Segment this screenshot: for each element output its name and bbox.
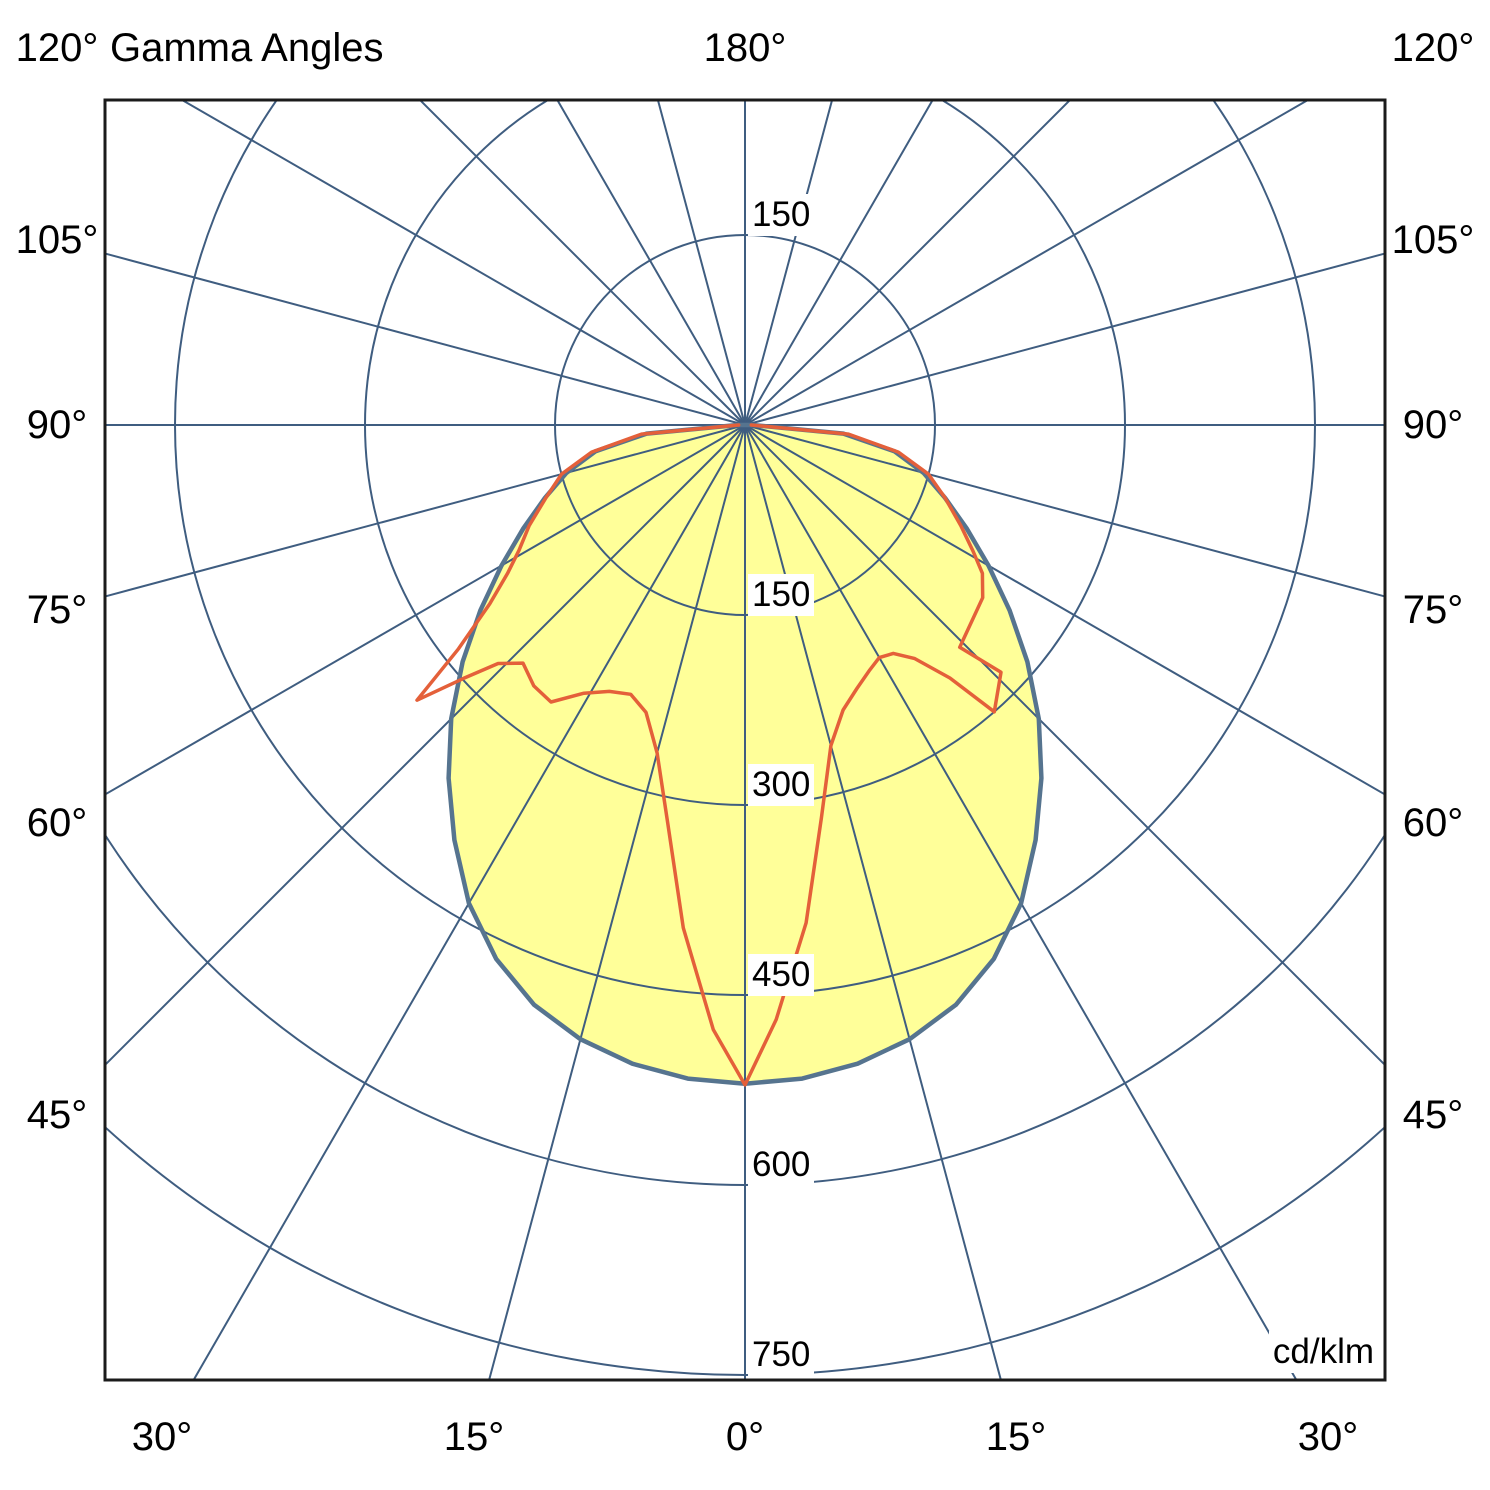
angle-label-left-90: 90°: [26, 402, 88, 447]
angle-label-right-105: 105°: [1391, 217, 1475, 262]
gamma-ray: [744, 252, 1385, 426]
gamma-ray: [744, 100, 834, 426]
angle-label-bottom-0: 0°: [725, 1414, 765, 1459]
c90-c270-curve: [415, 423, 1003, 1087]
angle-label-right-60: 60°: [1402, 800, 1464, 845]
angle-label-top-left-120: 120°: [15, 25, 99, 70]
angle-label-left-45: 45°: [26, 1092, 88, 1137]
gamma-ray: [180, 100, 746, 426]
radial-tick-label-450: 450: [748, 954, 815, 996]
gamma-ray: [744, 100, 1310, 426]
gamma-ray: [744, 424, 1385, 796]
gamma-ray: [418, 100, 746, 426]
angle-label-bottom-15-right: 15°: [985, 1414, 1047, 1459]
angle-label-bottom-30-right: 30°: [1297, 1414, 1359, 1459]
gamma-ray: [744, 100, 934, 426]
gamma-ray: [192, 424, 746, 1380]
gamma-ray: [556, 100, 746, 426]
gamma-ray: [105, 424, 746, 598]
angle-label-top-right-120: 120°: [1391, 25, 1475, 70]
gamma-ray: [744, 100, 1072, 426]
angle-label-bottom-15-left: 15°: [443, 1414, 505, 1459]
angle-label-left-105: 105°: [15, 217, 99, 262]
gamma-ray: [656, 100, 746, 426]
gamma-ray: [744, 424, 1385, 1067]
angle-label-left-75: 75°: [26, 587, 88, 632]
c0-c180-outline: [446, 422, 1044, 1086]
radial-tick-label-150: 150: [748, 574, 815, 616]
angle-label-bottom-30-left: 30°: [131, 1414, 193, 1459]
radial-tick-label-600: 600: [748, 1144, 815, 1186]
angle-label-left-60: 60°: [26, 800, 88, 845]
gamma-ray: [105, 424, 746, 1067]
gamma-ray: [105, 424, 746, 796]
angle-label-right-90: 90°: [1402, 402, 1464, 447]
angle-label-right-75: 75°: [1402, 587, 1464, 632]
gamma-ray: [744, 424, 1298, 1380]
gamma-ray: [488, 424, 746, 1380]
plot-border: [103, 98, 1387, 1382]
gamma-ray: [744, 424, 1385, 598]
gamma-ray: [744, 424, 1002, 1380]
radial-tick-label-300: 300: [748, 764, 815, 806]
chart-title: Gamma Angles: [110, 25, 384, 70]
angle-label-right-45: 45°: [1402, 1092, 1464, 1137]
gamma-ray: [105, 252, 746, 426]
radial-tick-label-750: 750: [748, 1334, 815, 1376]
radial-tick-label-top-150: 150: [748, 194, 815, 236]
angle-label-top-center-180: 180°: [703, 25, 787, 70]
unit-label: cd/klm: [1268, 1331, 1378, 1373]
